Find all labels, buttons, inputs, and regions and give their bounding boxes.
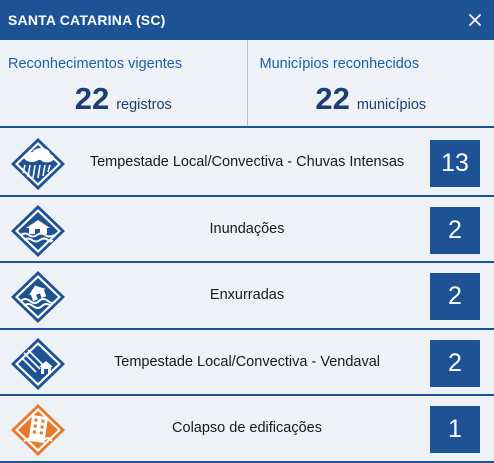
summary-stats: Reconhecimentos vigentes 22 registros Mu… (0, 40, 494, 128)
storm-rain-icon (11, 138, 65, 190)
close-icon (469, 14, 481, 26)
disaster-list: Tempestade Local/Convectiva - Chuvas Int… (0, 130, 494, 463)
disaster-name: Colapso de edificações (172, 420, 322, 437)
flood-icon (11, 204, 65, 257)
building-collapse-icon (11, 404, 65, 456)
disaster-row[interactable]: Enxurradas 2 (0, 263, 494, 330)
disaster-name: Enxurradas (209, 287, 285, 304)
disaster-count-button[interactable]: 1 (430, 406, 480, 453)
stat-municipios: Municípios reconhecidos 22 municípios (246, 40, 494, 126)
disaster-count-button[interactable]: 2 (430, 206, 480, 254)
disaster-name: Inundações (209, 220, 285, 237)
panel-title: SANTA CATARINA (SC) (8, 12, 166, 28)
disaster-count-button[interactable]: 2 (430, 339, 480, 387)
disaster-count-button[interactable]: 13 (430, 140, 480, 187)
close-button[interactable] (464, 9, 486, 31)
disaster-row[interactable]: Inundações 2 (0, 196, 494, 263)
stat-reconhecimentos: Reconhecimentos vigentes 22 registros (0, 40, 247, 126)
disaster-row[interactable]: Colapso de edificações 1 (0, 396, 494, 463)
disaster-name: Tempestade Local/Convectiva - Chuvas Int… (89, 154, 405, 171)
stat-unit: registros (116, 97, 172, 113)
stat-label: Municípios reconhecidos (259, 56, 420, 72)
disaster-name: Tempestade Local/Convectiva - Vendaval (114, 353, 380, 370)
disaster-count-button[interactable]: 2 (430, 273, 480, 320)
flash-flood-icon (11, 271, 65, 323)
panel-header: SANTA CATARINA (SC) (0, 0, 494, 40)
stat-label: Reconhecimentos vigentes (8, 56, 183, 72)
stat-unit: municípios (356, 97, 427, 113)
disaster-row[interactable]: Tempestade Local/Convectiva - Chuvas Int… (0, 130, 494, 197)
stat-value: 22 (74, 81, 110, 116)
windstorm-icon (11, 337, 65, 390)
disaster-row[interactable]: Tempestade Local/Convectiva - Vendaval 2 (0, 329, 494, 396)
stat-value: 22 (315, 81, 350, 116)
